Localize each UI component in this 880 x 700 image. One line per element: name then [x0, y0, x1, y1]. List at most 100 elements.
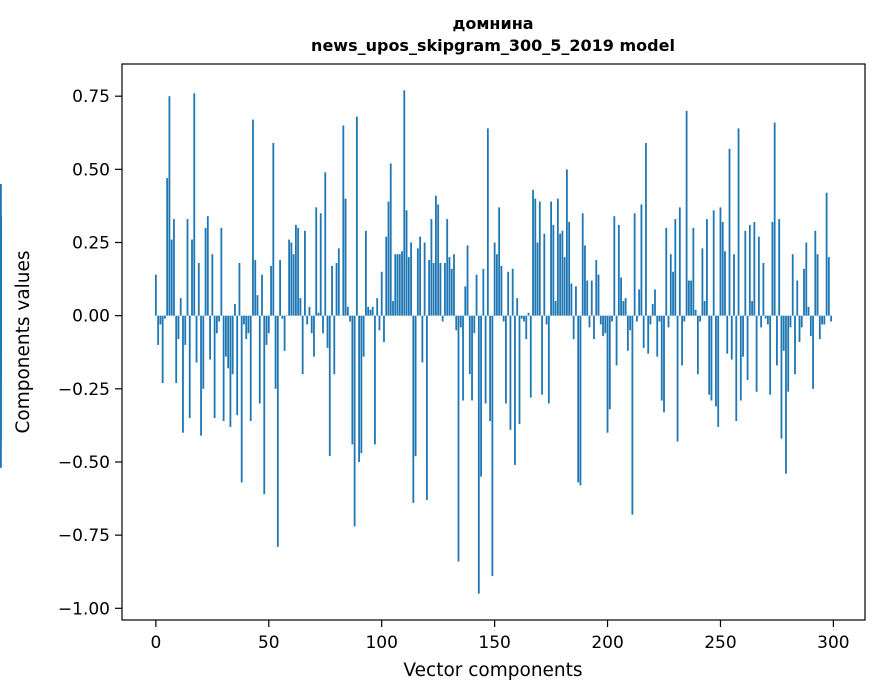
bar-component-161	[519, 316, 521, 424]
bar-component-54	[277, 316, 279, 547]
bar-component-264	[751, 301, 753, 316]
bar-component-52	[272, 143, 274, 316]
bar-component-234	[683, 316, 685, 322]
bar-component-74	[322, 316, 324, 334]
bar-component-136	[462, 316, 464, 401]
bar-component-287	[803, 269, 805, 316]
bar-component-274	[774, 123, 776, 316]
bar-component-182	[566, 169, 568, 315]
bar-component-163	[523, 316, 525, 322]
bar-component-155	[505, 316, 507, 404]
bar-component-47	[261, 275, 263, 316]
bar-component-266	[756, 316, 758, 392]
bar-component-187	[577, 316, 579, 483]
bar-component-170	[539, 202, 541, 316]
bar-component-95	[370, 310, 372, 316]
bar-component-164	[525, 316, 527, 339]
bar-component-169	[537, 243, 539, 316]
bar-component-99	[379, 316, 381, 331]
bar-component-173	[546, 316, 548, 325]
bar-component-140	[471, 316, 473, 401]
bar-component-56	[281, 316, 283, 319]
bar-component-undefined	[0, 316, 2, 325]
bar-component-209	[627, 316, 629, 351]
bar-component-19	[198, 263, 200, 316]
bar-component-38	[241, 316, 243, 483]
bar-component-49	[266, 316, 268, 345]
bar-component-107	[397, 254, 399, 315]
bar-component-138	[467, 245, 469, 315]
bar-component-149	[491, 316, 493, 576]
x-tick-label: 300	[817, 633, 849, 653]
bar-component-282	[792, 254, 794, 315]
y-tick-label: 0.25	[72, 234, 110, 254]
y-axis-ticks: −1.00−0.75−0.50−0.250.000.250.500.75	[58, 87, 122, 619]
bar-component-232	[679, 207, 681, 315]
bar-component-293	[817, 254, 819, 315]
bar-component-250	[720, 207, 722, 315]
bar-component-41	[248, 316, 250, 334]
bar-component-92	[363, 316, 365, 357]
bar-component-113	[410, 243, 412, 316]
bar-component-111	[406, 210, 408, 315]
bar-component-70	[313, 316, 315, 357]
bar-component-28	[218, 316, 220, 322]
bar-component-18	[196, 316, 198, 363]
bar-component-299	[830, 316, 832, 322]
bar-component-214	[638, 289, 640, 315]
bar-component-297	[826, 193, 828, 316]
bar-component-246	[711, 316, 713, 401]
bar-component-67	[306, 316, 308, 325]
y-tick-label: −0.25	[58, 380, 110, 400]
bar-component-37	[239, 263, 241, 316]
bar-component-81	[338, 248, 340, 315]
bar-component-135	[460, 316, 462, 328]
bar-component-42	[250, 316, 252, 421]
bar-component-132	[453, 254, 455, 315]
bar-component-undefined	[0, 263, 2, 316]
bar-component-48	[263, 316, 265, 495]
bar-component-112	[408, 257, 410, 316]
bar-component-168	[534, 199, 536, 316]
bar-component-8	[173, 219, 175, 316]
bar-component-68	[309, 307, 311, 316]
bar-component-23	[207, 216, 209, 315]
bar-component-221	[654, 289, 656, 315]
bar-component-31	[225, 316, 227, 357]
chart-title: домнина	[452, 14, 533, 33]
bar-component-219	[650, 316, 652, 325]
bar-component-224	[661, 316, 663, 401]
bar-component-26	[214, 316, 216, 418]
bar-component-295	[821, 316, 823, 325]
bar-component-262	[747, 316, 749, 380]
bar-component-200	[607, 316, 609, 433]
bar-component-116	[417, 248, 419, 315]
bar-component-147	[487, 128, 489, 315]
bar-component-190	[584, 245, 586, 315]
bar-component-195	[595, 260, 597, 316]
bar-component-144	[480, 316, 482, 477]
bar-component-4	[164, 316, 166, 319]
bar-component-11	[180, 298, 182, 316]
bar-component-130	[449, 257, 451, 316]
bar-component-260	[742, 316, 744, 357]
bar-component-263	[749, 225, 751, 316]
bar-component-211	[631, 316, 633, 515]
bar-component-167	[532, 190, 534, 316]
bar-component-172	[543, 234, 545, 316]
bar-component-141	[473, 316, 475, 334]
bar-component-63	[297, 228, 299, 316]
bar-component-220	[652, 304, 654, 316]
bar-component-109	[401, 251, 403, 315]
bar-component-25	[211, 254, 213, 315]
bar-component-294	[819, 316, 821, 339]
bar-component-192	[589, 316, 591, 328]
y-tick-label: 0.75	[72, 87, 110, 107]
bar-component-159	[514, 316, 516, 465]
bar-component-191	[586, 281, 588, 316]
bar-component-124	[435, 196, 437, 316]
bar-component-289	[808, 307, 810, 316]
bar-component-122	[430, 219, 432, 316]
bar-component-96	[372, 307, 374, 316]
